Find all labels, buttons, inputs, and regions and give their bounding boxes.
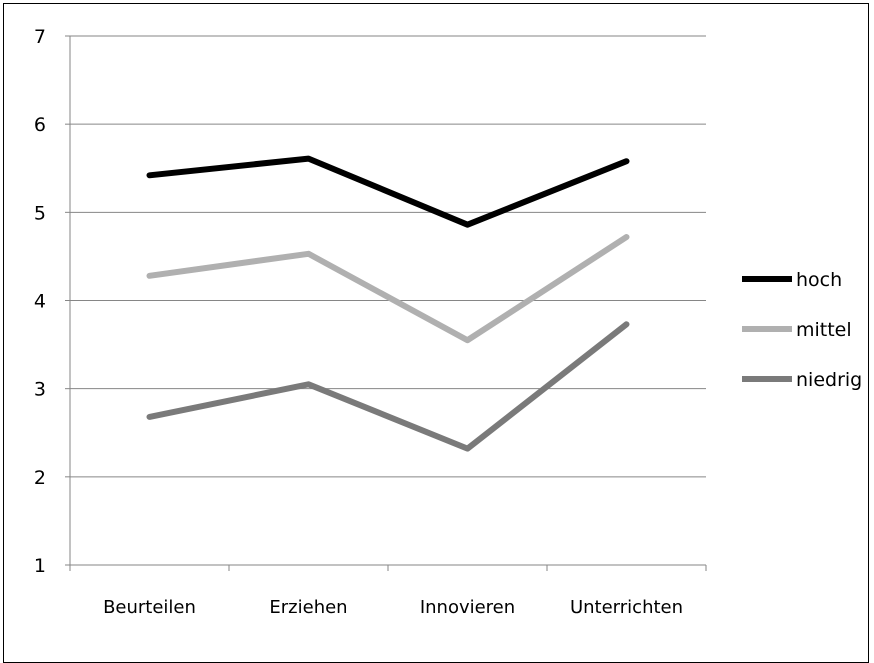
- y-tick-label: 2: [34, 467, 46, 489]
- series-line-hoch: [146, 155, 630, 228]
- axes: [65, 35, 707, 571]
- y-tick-label: 1: [34, 555, 46, 577]
- data-point-niedrig: [626, 323, 627, 325]
- y-tick-label: 4: [34, 291, 46, 313]
- y-tick-labels: 1 2 3 4 5 6 7: [34, 26, 46, 577]
- gridlines: [70, 35, 706, 478]
- data-point-mittel: [308, 253, 309, 255]
- data-point-niedrig: [467, 448, 468, 450]
- x-category-labels: Beurteilen Erziehen Innovieren Unterrichten: [103, 597, 683, 618]
- data-point-mittel: [626, 236, 627, 238]
- x-category-label: Erziehen: [269, 597, 347, 618]
- legend-label-niedrig: niedrig: [796, 369, 862, 391]
- data-point-mittel: [149, 275, 150, 277]
- data-point-niedrig: [149, 416, 150, 418]
- data-point-hoch: [149, 174, 150, 176]
- series-lines: [146, 155, 630, 452]
- data-point-mittel: [467, 339, 468, 341]
- y-tick-label: 7: [34, 26, 46, 48]
- data-point-niedrig: [308, 383, 309, 385]
- data-point-hoch: [308, 158, 309, 160]
- series-line-niedrig: [146, 321, 630, 452]
- x-category-label: Innovieren: [420, 597, 515, 618]
- legend-label-mittel: mittel: [796, 319, 852, 341]
- series-line-mittel: [146, 234, 630, 344]
- line-chart: 1 2 3 4 5 6 7 Beurteilen Erziehen Innovieren Unte…: [34, 26, 862, 618]
- data-point-hoch: [626, 160, 627, 162]
- x-category-label: Beurteilen: [103, 597, 196, 618]
- x-category-label: Unterrichten: [570, 597, 683, 618]
- legend: hoch mittel niedrig: [742, 269, 862, 391]
- data-point-hoch: [467, 224, 468, 226]
- y-tick-label: 5: [34, 202, 46, 224]
- y-tick-label: 3: [34, 379, 46, 401]
- legend-label-hoch: hoch: [796, 269, 842, 291]
- y-tick-label: 6: [34, 114, 46, 136]
